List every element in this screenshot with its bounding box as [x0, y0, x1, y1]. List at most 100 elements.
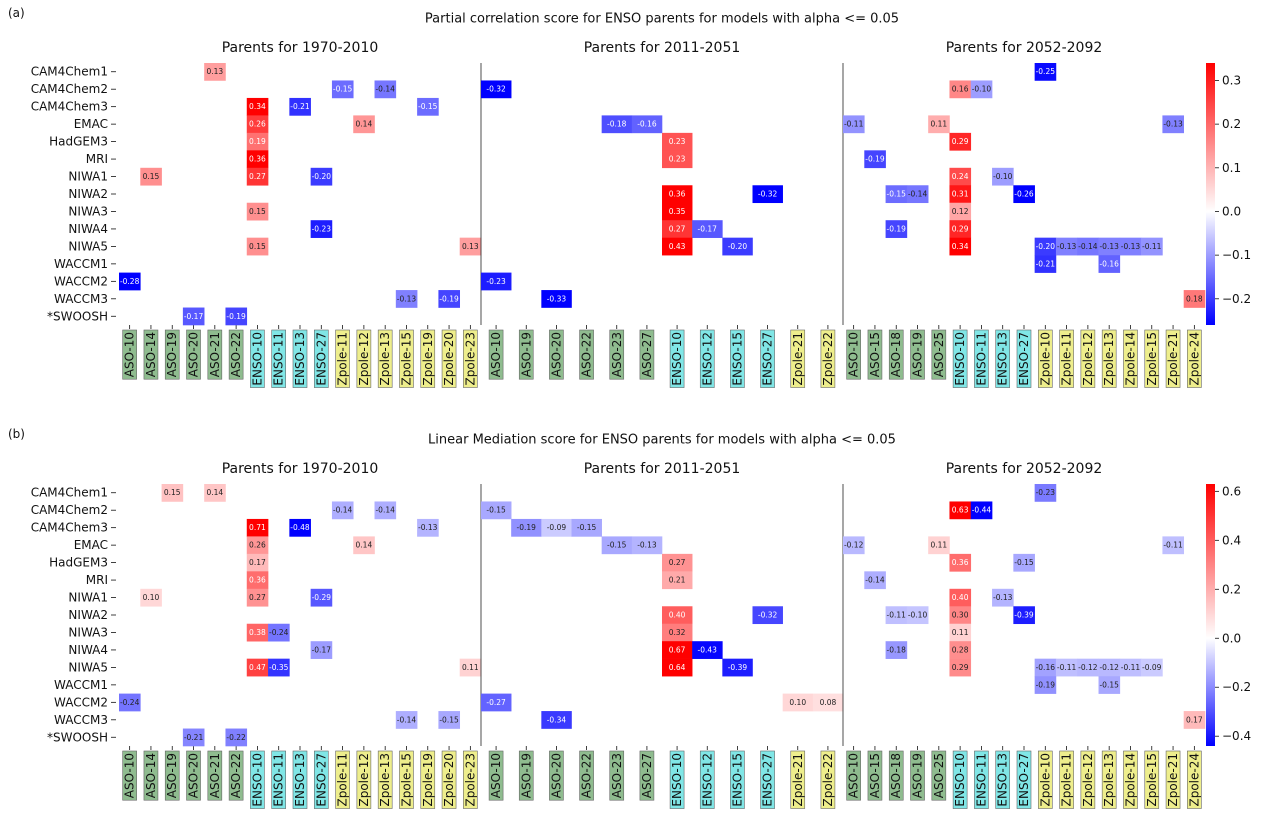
cell-label: -0.16: [1036, 663, 1056, 672]
cell-label: 0.35: [669, 207, 686, 216]
cell-label: -0.15: [486, 506, 506, 515]
x-tick-label: Zpole-12: [1081, 753, 1095, 807]
cell: [1034, 658, 1057, 677]
x-tick-label: ASO-27: [640, 753, 654, 798]
x-tick-label: ENSO-11: [272, 332, 286, 386]
cell-label: 0.13: [462, 242, 479, 251]
x-label-box: [1016, 750, 1032, 809]
cell: [601, 536, 633, 555]
x-label-box: [1187, 329, 1202, 388]
cell: [949, 623, 972, 642]
cell-label: 0.71: [249, 523, 266, 532]
cell: [949, 553, 972, 572]
x-label-box: [228, 329, 244, 380]
cell: [481, 501, 512, 520]
cell-label: 0.27: [669, 558, 686, 567]
cell: [571, 518, 602, 537]
row-label: NIWA4: [68, 643, 108, 657]
x-tick-label: Zpole-24: [1187, 753, 1201, 807]
x-tick-label: ASO-21: [208, 332, 222, 377]
cell-label: 0.27: [249, 593, 266, 602]
cell-label: 0.17: [249, 558, 266, 567]
x-tick-label: Zpole-10: [1038, 753, 1052, 807]
cell: [1098, 237, 1121, 256]
cell-label: 0.40: [952, 593, 969, 602]
cell-label: -0.11: [887, 611, 907, 620]
cell-label: -0.18: [887, 645, 907, 654]
x-tick-label: ENSO-27: [1017, 753, 1031, 807]
cell: [1098, 676, 1121, 694]
x-tick-label: ASO-25: [932, 753, 946, 798]
x-tick-label: ENSO-12: [700, 332, 714, 386]
cell: [692, 220, 723, 238]
colorbar-tick-label: 0.1: [1222, 161, 1241, 175]
x-tick-label: ENSO-10: [670, 753, 684, 807]
cell: [1055, 237, 1078, 256]
cell-label: 0.28: [952, 645, 969, 654]
cell: [843, 115, 865, 134]
cell-label: -0.44: [972, 506, 992, 515]
cell-label: 0.38: [249, 628, 266, 637]
row-label: WACCM3: [54, 713, 108, 727]
row-label: NIWA1: [68, 591, 108, 605]
cell-label: -0.21: [290, 102, 310, 111]
cell-label: -0.19: [1036, 680, 1056, 689]
cell: [885, 220, 908, 238]
x-tick-label: ENSO-27: [314, 753, 328, 807]
colorbar-tick-label: 0.0: [1222, 631, 1241, 645]
row-label: NIWA3: [68, 204, 108, 218]
cell: [1162, 536, 1185, 555]
cell: [1119, 237, 1142, 256]
cell-label: 0.15: [249, 207, 266, 216]
cell: [662, 220, 693, 238]
cell: [662, 150, 693, 169]
cell-label: -0.21: [1036, 259, 1056, 268]
cell-label: -0.15: [333, 85, 353, 94]
cell-label: -0.32: [758, 190, 778, 199]
x-tick-label: Zpole-20: [442, 332, 456, 386]
cell-label: 0.08: [820, 698, 837, 707]
x-tick-label: ASO-10: [489, 332, 503, 377]
x-label-box: [488, 750, 504, 801]
cell-label: 0.14: [356, 120, 373, 129]
cell: [438, 711, 461, 729]
x-label-box: [1059, 329, 1074, 388]
cell: [459, 237, 482, 256]
cell-label: 0.36: [249, 576, 266, 585]
cell: [864, 150, 886, 169]
cell-label: 0.18: [1186, 294, 1203, 303]
x-label-box: [164, 750, 180, 801]
x-label-box: [313, 329, 329, 388]
cell-label: -0.10: [908, 611, 928, 620]
cell-label: 0.64: [669, 663, 686, 672]
cell: [268, 658, 290, 677]
cell-label: -0.24: [120, 698, 140, 707]
colorbar-tick-label: 0.0: [1222, 204, 1241, 218]
cell: [1034, 676, 1057, 694]
row-label: CAM4Chem2: [31, 82, 108, 96]
cell-label: -0.16: [1099, 259, 1119, 268]
x-tick-label: Zpole-12: [357, 332, 371, 386]
cell: [1013, 185, 1035, 204]
row-label: WACCM2: [54, 274, 108, 288]
x-label-box: [846, 329, 861, 380]
x-label-box: [910, 329, 925, 380]
cell: [246, 588, 269, 607]
colorbar: [1206, 63, 1215, 325]
x-tick-label: ASO-10: [847, 332, 861, 377]
x-tick-label: Zpole-14: [1123, 753, 1137, 807]
x-label-box: [888, 329, 904, 380]
cell-label: -0.22: [226, 733, 246, 742]
x-label-box: [441, 329, 457, 388]
cell-label: -0.16: [637, 120, 657, 129]
cell: [1098, 658, 1121, 677]
cell: [140, 588, 162, 607]
cell: [906, 185, 929, 204]
x-label-box: [910, 750, 925, 801]
x-label-box: [952, 329, 968, 388]
cell: [119, 272, 141, 291]
x-label-box: [1144, 750, 1160, 809]
row-label: NIWA2: [68, 187, 108, 201]
cell-label: 0.36: [952, 558, 969, 567]
row-label: EMAC: [74, 117, 108, 131]
